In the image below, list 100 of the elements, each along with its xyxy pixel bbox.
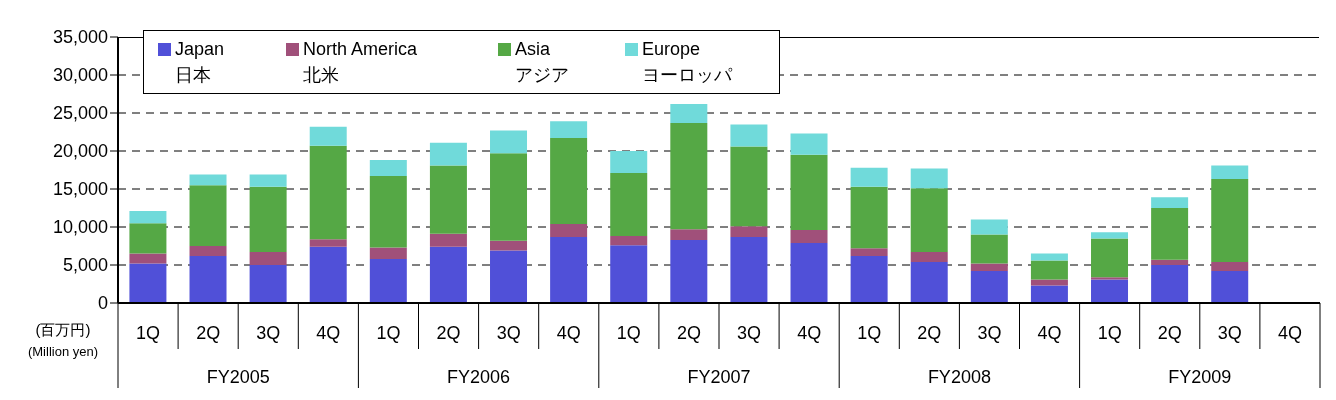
text: FY2008 bbox=[927, 367, 991, 387]
bar bbox=[610, 245, 648, 303]
bar bbox=[429, 233, 467, 247]
bar bbox=[670, 229, 708, 240]
y-tick-label: 0 bbox=[97, 293, 108, 314]
bar bbox=[610, 151, 648, 174]
y-tick-label: 5,000 bbox=[62, 255, 108, 276]
y-tick-label: 25,000 bbox=[52, 103, 108, 124]
bar bbox=[970, 271, 1008, 303]
x-tick-label: 2Q bbox=[676, 323, 701, 343]
x-tick-label: 4Q bbox=[1277, 323, 1302, 343]
x-tick-label: 3Q bbox=[737, 323, 762, 343]
bar bbox=[309, 145, 347, 240]
legend-label: Asia アジア bbox=[514, 38, 570, 87]
legend-label: Europe ヨーロッパ bbox=[641, 38, 734, 87]
y-tick-label: 10,000 bbox=[52, 217, 108, 238]
x-tick-label: 4Q bbox=[797, 323, 822, 343]
text: FY2007 bbox=[687, 367, 751, 387]
bar bbox=[369, 247, 407, 259]
bar bbox=[550, 236, 588, 303]
bar bbox=[249, 265, 287, 303]
bar bbox=[249, 252, 287, 265]
bar bbox=[790, 230, 828, 243]
text: FY2005 bbox=[206, 367, 270, 387]
bar bbox=[189, 174, 227, 186]
x-tick-label: 1Q bbox=[616, 323, 641, 343]
bar bbox=[189, 185, 227, 246]
bar bbox=[369, 176, 407, 248]
bar bbox=[850, 186, 888, 249]
y-tick-label: 15,000 bbox=[52, 179, 108, 200]
bar bbox=[670, 122, 708, 230]
bar bbox=[790, 133, 828, 155]
bar bbox=[249, 174, 287, 187]
bar bbox=[790, 154, 828, 231]
bar bbox=[550, 121, 588, 139]
bar bbox=[850, 255, 888, 303]
bar bbox=[1091, 232, 1129, 239]
bar bbox=[670, 239, 708, 303]
bar bbox=[610, 173, 648, 237]
bar bbox=[970, 234, 1008, 264]
text: FY2009 bbox=[1168, 367, 1232, 387]
bar bbox=[1091, 238, 1129, 278]
bar bbox=[730, 236, 768, 303]
bar bbox=[910, 188, 948, 253]
bar bbox=[1151, 259, 1189, 265]
bar bbox=[1151, 197, 1189, 208]
bar bbox=[1091, 279, 1129, 303]
bar bbox=[850, 248, 888, 256]
bar bbox=[1030, 279, 1068, 286]
bar bbox=[189, 255, 227, 303]
bar bbox=[129, 211, 167, 224]
bar bbox=[1211, 179, 1249, 262]
x-tick-label: 1Q bbox=[1097, 323, 1122, 343]
bar bbox=[129, 223, 167, 254]
legend-label: Japan 日本 bbox=[174, 38, 226, 87]
x-tick-label: 2Q bbox=[436, 323, 461, 343]
x-tick-label: 2Q bbox=[196, 323, 221, 343]
bar bbox=[1030, 260, 1068, 280]
bar bbox=[490, 250, 528, 303]
bar bbox=[309, 239, 347, 247]
bar bbox=[249, 186, 287, 253]
bar bbox=[670, 103, 708, 123]
bar bbox=[1211, 271, 1249, 303]
bar bbox=[850, 167, 888, 187]
bar bbox=[129, 253, 167, 264]
bar bbox=[490, 130, 528, 154]
x-tick-label: 4Q bbox=[1037, 323, 1062, 343]
x-tick-label: 3Q bbox=[256, 323, 281, 343]
x-tick-label: 1Q bbox=[376, 323, 401, 343]
bar bbox=[1211, 261, 1249, 272]
bar bbox=[129, 263, 167, 303]
bar bbox=[189, 246, 227, 256]
bar bbox=[490, 153, 528, 241]
y-tick-label: 20,000 bbox=[52, 141, 108, 162]
bar bbox=[429, 142, 467, 166]
x-tick-label: 4Q bbox=[556, 323, 581, 343]
bar bbox=[910, 261, 948, 303]
bar bbox=[970, 263, 1008, 272]
y-tick-label: 30,000 bbox=[52, 65, 108, 86]
x-tick-label: 1Q bbox=[857, 323, 882, 343]
x-tick-label: 3Q bbox=[1217, 323, 1242, 343]
bar bbox=[730, 226, 768, 237]
bar bbox=[550, 138, 588, 224]
bar bbox=[550, 223, 588, 237]
text: FY2006 bbox=[447, 367, 511, 387]
y-axis-title: (百万円) (Million yen) bbox=[26, 320, 100, 361]
x-tick-label: 3Q bbox=[977, 323, 1002, 343]
bar bbox=[910, 252, 948, 262]
bar bbox=[309, 126, 347, 146]
bar bbox=[610, 236, 648, 246]
x-tick-label: 2Q bbox=[1157, 323, 1182, 343]
bar bbox=[490, 240, 528, 251]
bar bbox=[730, 124, 768, 147]
bar bbox=[369, 160, 407, 177]
x-tick-label: 3Q bbox=[496, 323, 521, 343]
bar bbox=[429, 165, 467, 234]
bar bbox=[730, 146, 768, 227]
bar bbox=[369, 258, 407, 303]
bar bbox=[1151, 265, 1189, 303]
bar bbox=[910, 168, 948, 189]
